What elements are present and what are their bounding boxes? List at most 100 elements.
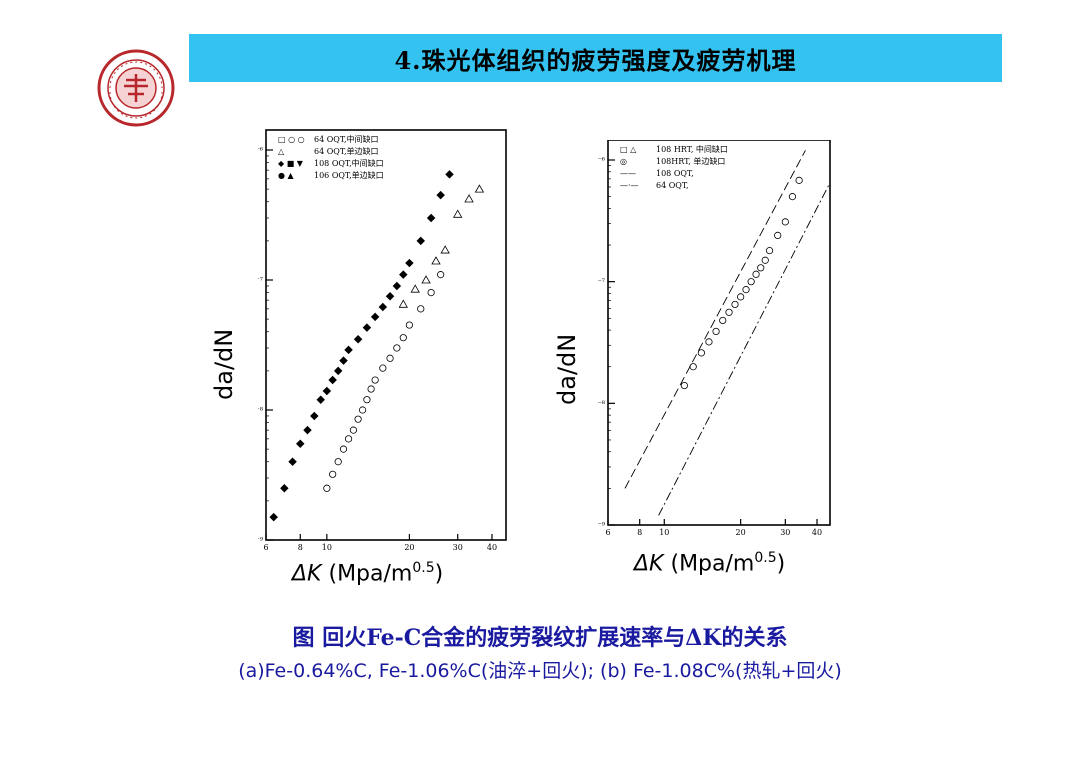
data-point xyxy=(747,278,755,286)
legend-entry: 108 HRT, 中间缺口 xyxy=(656,144,728,154)
legend-symbols: □ ○ ○ xyxy=(278,135,305,144)
legend-entry: 64 OQT,中间缺口 xyxy=(314,134,379,144)
data-point xyxy=(421,275,431,284)
data-point xyxy=(464,194,474,203)
x-axis-symbol-a: ΔK xyxy=(292,561,322,587)
x-axis-close-a: ) xyxy=(434,561,444,587)
legend-entry: 64 OQT,单边缺口 xyxy=(314,146,379,156)
x-tick-label: 40 xyxy=(812,528,822,537)
data-point xyxy=(712,327,720,336)
y-axis-label-a: da/dN xyxy=(210,328,238,400)
data-point xyxy=(386,354,394,362)
x-tick-label: 10 xyxy=(322,543,332,552)
plot-b: 10⁻⁶ 10⁻⁷ 10⁻⁸ 10⁻⁹6 8 10 20 30 40 xyxy=(598,140,831,537)
data-point xyxy=(333,366,343,376)
x-tick-label: 8 xyxy=(298,543,303,552)
chart-panel-b: □ △ 108 HRT, 中间缺口 ◎ 108HRT, 单边缺口 —— 108 OQT, —… xyxy=(598,140,831,537)
data-point xyxy=(752,270,760,278)
data-point xyxy=(436,190,445,200)
data-point xyxy=(781,218,789,226)
y-tick-label: 10⁻⁸ xyxy=(258,406,263,415)
data-point xyxy=(697,349,705,357)
data-point xyxy=(344,435,353,443)
legend-symbols: ◆ ■ ▼ xyxy=(278,159,304,168)
data-point xyxy=(398,299,408,308)
data-point xyxy=(440,245,450,254)
x-tick-label: 40 xyxy=(487,543,497,552)
chart-panel-a: □ ○ ○ 64 OQT,中间缺口 △ 64 OQT,单边缺口 ◆ ■ ▼ 108 OQT… xyxy=(258,129,507,552)
legend-symbols: □ △ xyxy=(620,145,637,154)
data-point xyxy=(367,385,375,393)
data-point xyxy=(757,264,765,272)
data-point xyxy=(405,258,414,268)
legend-entry: 108HRT, 单边缺口 xyxy=(656,156,725,166)
data-point xyxy=(354,415,362,423)
x-axis-close-b: ) xyxy=(776,551,786,577)
data-point xyxy=(416,236,426,246)
plot-frame xyxy=(265,129,507,541)
data-point xyxy=(339,356,348,365)
legend-entry: 108 OQT, xyxy=(656,169,694,178)
legend-symbols: △ xyxy=(278,147,285,156)
data-point xyxy=(280,484,289,493)
data-point xyxy=(417,305,425,313)
y-tick-label: 10⁻⁷ xyxy=(598,278,605,287)
data-point xyxy=(705,338,713,346)
data-point xyxy=(731,300,739,309)
data-point xyxy=(329,470,337,478)
plot-frame xyxy=(607,140,831,526)
data-point xyxy=(385,291,395,301)
data-point xyxy=(719,316,727,325)
data-point xyxy=(310,411,319,421)
data-point xyxy=(788,193,797,201)
x-tick-label: 20 xyxy=(404,543,414,552)
y-tick-label: 10⁻⁶ xyxy=(258,146,263,155)
title-bar: 4.珠光体组织的疲劳强度及疲劳机理 xyxy=(189,34,1002,82)
y-tick-label: 10⁻⁶ xyxy=(598,156,605,165)
data-point xyxy=(431,256,441,265)
data-point xyxy=(453,209,463,218)
legend-a: □ ○ ○ 64 OQT,中间缺口 △ 64 OQT,单边缺口 ◆ ■ ▼ 108 OQT… xyxy=(278,134,384,180)
data-point xyxy=(316,395,325,404)
data-point xyxy=(363,396,371,404)
figure-caption: 图 回火Fe-C合金的疲劳裂纹扩展速率与ΔK的关系 xyxy=(292,625,788,651)
series-line xyxy=(658,182,831,516)
data-point xyxy=(353,335,363,344)
data-point xyxy=(427,288,435,297)
legend-b: □ △ 108 HRT, 中间缺口 ◎ 108HRT, 单边缺口 —— 108 OQT, —… xyxy=(620,144,728,190)
y-axis-label-b: da/dN xyxy=(553,333,581,405)
x-tick-label: 30 xyxy=(453,543,463,552)
x-axis-unit-b: (Mpa/m xyxy=(670,551,755,577)
data-point xyxy=(323,484,331,492)
y-tick-label: 10⁻⁷ xyxy=(258,276,263,285)
x-axis-exp-b: 0.5 xyxy=(754,550,777,566)
university-seal-icon xyxy=(97,49,175,127)
data-point xyxy=(392,281,402,291)
page-title: 4.珠光体组织的疲劳强度及疲劳机理 xyxy=(394,45,797,75)
data-point xyxy=(795,176,803,184)
data-point xyxy=(437,271,445,279)
legend-entry: 64 OQT, xyxy=(656,181,689,190)
x-axis-label-b: ΔK (Mpa/m0.5) xyxy=(634,550,785,576)
data-point xyxy=(742,286,750,294)
x-tick-label: 6 xyxy=(263,543,268,552)
legend-entry: 108 OQT,中间缺口 xyxy=(314,158,384,168)
data-point xyxy=(296,439,305,448)
data-point xyxy=(379,364,387,372)
data-point xyxy=(344,345,353,355)
data-point xyxy=(378,302,388,312)
data-point xyxy=(725,308,733,316)
data-point xyxy=(765,247,774,255)
legend-symbols: —— xyxy=(620,169,636,178)
data-point xyxy=(269,512,278,522)
data-point xyxy=(322,386,332,396)
data-point xyxy=(737,293,745,301)
data-point xyxy=(445,170,454,179)
data-point xyxy=(399,270,408,279)
data-point xyxy=(362,323,372,332)
data-point xyxy=(288,457,297,466)
data-point xyxy=(339,445,348,453)
data-point xyxy=(393,344,401,352)
data-point xyxy=(474,184,485,193)
x-axis-exp-a: 0.5 xyxy=(412,560,435,576)
